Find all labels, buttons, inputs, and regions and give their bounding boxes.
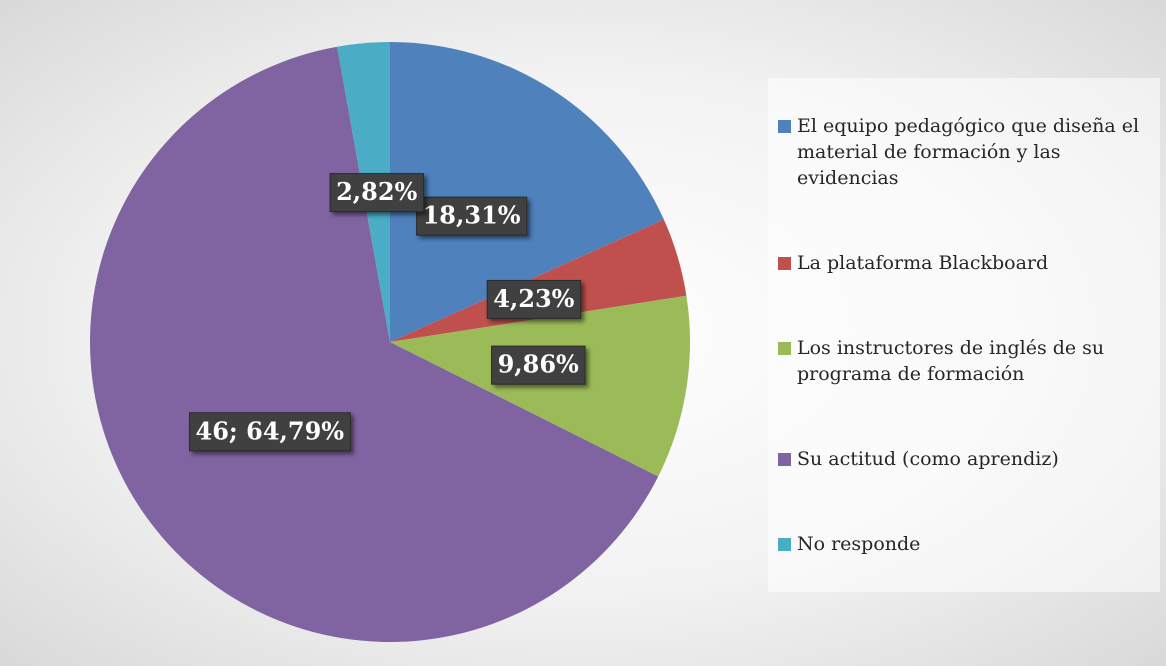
legend-item: El equipo pedagógico que diseña el mater… xyxy=(768,113,1160,191)
legend-label: No responde xyxy=(797,532,921,555)
legend-item: Su actitud (como aprendiz) xyxy=(768,446,1160,472)
data-label-box xyxy=(491,345,586,385)
data-label-box xyxy=(329,173,425,213)
data-label-text: 4,23% xyxy=(493,284,574,313)
data-label-text: 18,31% xyxy=(423,201,521,230)
legend-label: Su actitud (como aprendiz) xyxy=(797,447,1059,470)
data-label-text: 9,86% xyxy=(498,350,579,379)
legend-item: Los instructores de inglés de su program… xyxy=(768,335,1160,387)
legend-label: La plataforma Blackboard xyxy=(797,252,1049,275)
pie-slice xyxy=(390,295,690,477)
data-label: 46; 64,79% xyxy=(189,412,351,452)
data-label: 4,23% xyxy=(486,279,582,319)
legend-label: Los instructores de inglés de su program… xyxy=(797,336,1105,385)
data-label-text: 46; 64,79% xyxy=(196,416,345,445)
legend-item: La plataforma Blackboard xyxy=(768,250,1160,276)
legend-swatch xyxy=(778,341,791,355)
legend-swatch xyxy=(778,537,791,551)
data-label: 18,31% xyxy=(416,196,528,236)
legend-item: No responde xyxy=(768,531,1160,557)
legend-swatch xyxy=(778,120,791,134)
data-label: 9,86% xyxy=(491,345,586,385)
legend-label: El equipo pedagógico que diseña el mater… xyxy=(797,115,1140,190)
data-label: 2,82% xyxy=(329,173,425,213)
legend: El equipo pedagógico que diseña el mater… xyxy=(768,78,1160,592)
data-label-text: 2,82% xyxy=(336,177,417,206)
legend-swatch xyxy=(778,452,791,466)
pie-slice xyxy=(390,42,664,342)
pie-slice xyxy=(90,46,659,642)
data-label-box xyxy=(486,279,582,319)
data-label-box xyxy=(189,412,351,452)
legend-swatch xyxy=(778,257,791,271)
data-label-box xyxy=(416,196,528,236)
